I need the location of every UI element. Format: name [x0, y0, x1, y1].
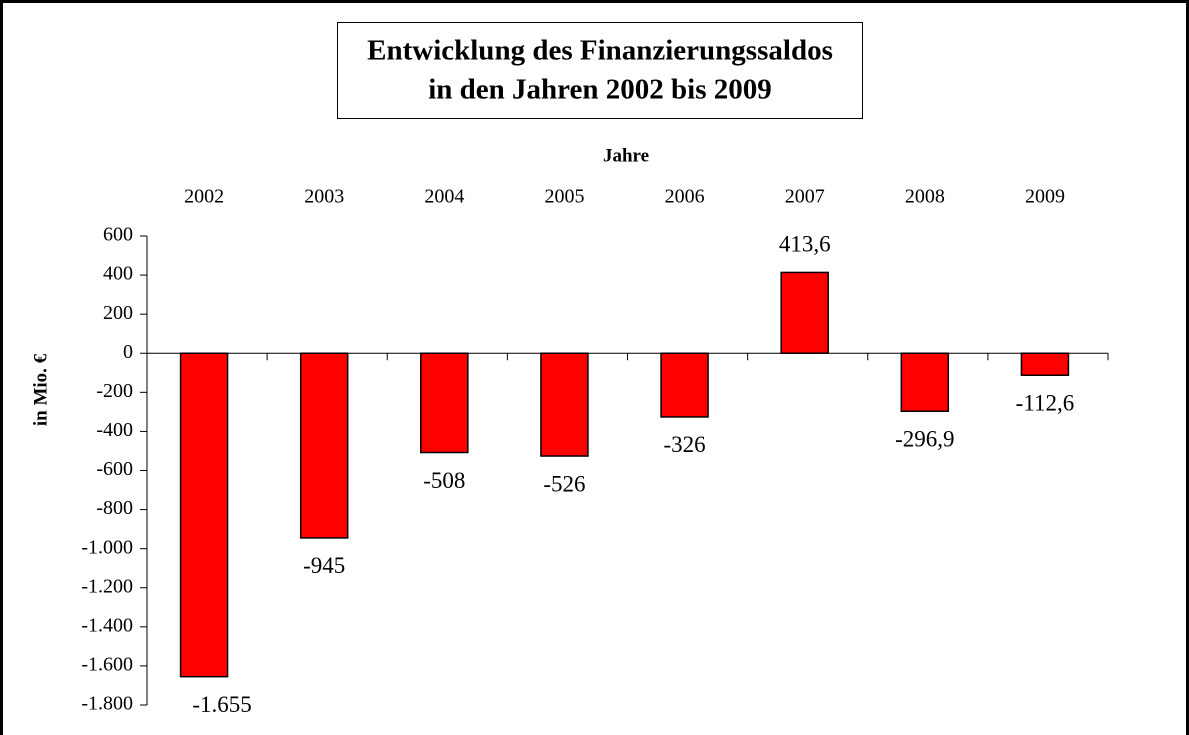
value-label: -296,9: [895, 427, 954, 452]
y-tick-label: -400: [96, 419, 133, 441]
x-tick-label: 2004: [424, 186, 464, 208]
y-tick-label: -1.200: [81, 575, 133, 597]
y-tick-label: -800: [96, 497, 133, 519]
value-label: -508: [423, 468, 465, 493]
value-label: -112,6: [1016, 391, 1075, 416]
value-label: 413,6: [779, 232, 831, 257]
y-tick-label: -600: [96, 458, 133, 480]
x-tick-label: 2003: [304, 186, 344, 208]
title-box: [337, 22, 863, 119]
x-tick-label: 2006: [665, 186, 705, 208]
chart-title: Entwicklung des Finanzierungssaldos: [367, 35, 833, 67]
x-axis-label: Jahre: [603, 145, 649, 166]
x-tick-label: 2005: [544, 186, 584, 208]
value-label: -526: [543, 471, 585, 496]
bar: [179, 352, 229, 678]
bar: [420, 352, 469, 454]
x-tick-label: 2009: [1025, 186, 1065, 208]
bar: [1020, 352, 1070, 377]
y-tick-label: -1.600: [81, 654, 133, 676]
x-tick-label: 2007: [785, 186, 825, 208]
y-tick-label: -1.800: [81, 693, 133, 715]
y-tick-label: 200: [103, 302, 133, 324]
bar: [540, 352, 589, 457]
value-label: -945: [303, 553, 345, 578]
value-label: -326: [663, 432, 705, 457]
bar: [299, 352, 349, 539]
y-tick-label: 600: [103, 224, 133, 246]
x-tick-label: 2002: [184, 186, 224, 208]
y-tick-label: 400: [103, 263, 133, 285]
value-label: -1.655: [192, 692, 251, 717]
x-tick-label: 2008: [905, 186, 945, 208]
chart-title: in den Jahren 2002 bis 2009: [428, 74, 772, 106]
y-axis-label: in Mio. €: [30, 353, 51, 426]
y-tick-label: -1.000: [81, 536, 133, 558]
y-tick-label: 0: [123, 341, 133, 363]
bar: [900, 352, 950, 413]
bar: [780, 271, 829, 354]
bar: [660, 352, 709, 418]
y-tick-label: -1.400: [81, 614, 133, 636]
y-tick-label: -200: [96, 380, 133, 402]
